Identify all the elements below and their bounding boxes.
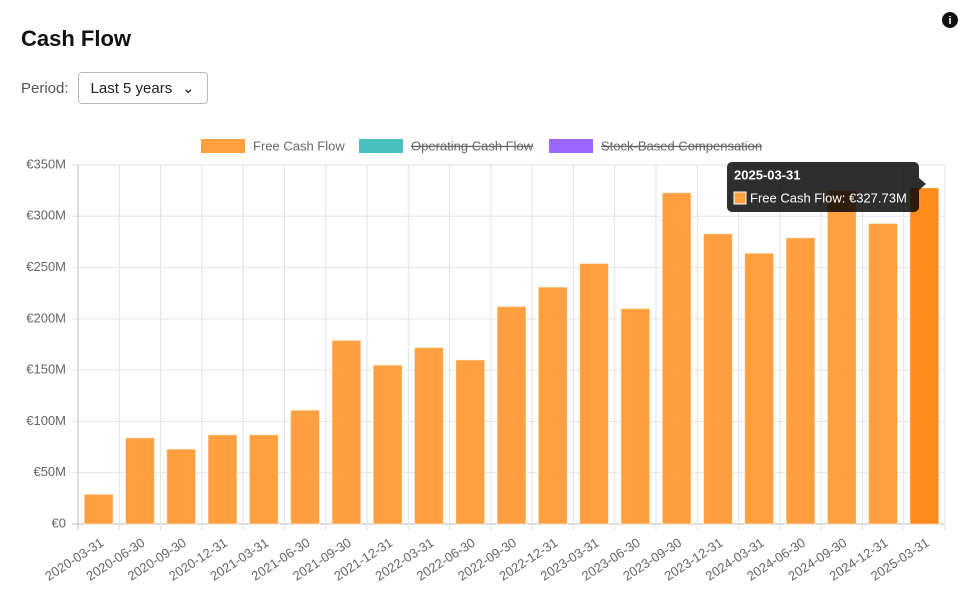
y-tick-label: €100M xyxy=(26,413,66,428)
tooltip-swatch xyxy=(733,191,747,205)
legend-label: Free Cash Flow xyxy=(253,138,345,153)
period-control: Period: Last 5 years ⌄ xyxy=(21,72,208,104)
bar xyxy=(166,448,197,525)
bar xyxy=(826,190,857,525)
y-tick-label: €200M xyxy=(26,310,66,325)
y-tick-label: €0 xyxy=(52,515,66,530)
tooltip-caret xyxy=(919,178,926,190)
info-icon[interactable] xyxy=(942,12,958,28)
tooltip-box xyxy=(727,162,919,212)
bar xyxy=(290,409,321,525)
legend-swatch xyxy=(549,139,593,153)
bar xyxy=(83,493,114,525)
y-tick-label: €250M xyxy=(26,259,66,274)
chevron: ⌄ xyxy=(181,80,195,97)
y-tick-label: €150M xyxy=(26,362,66,377)
bar xyxy=(248,434,279,525)
bar xyxy=(537,286,568,525)
bar xyxy=(744,252,775,525)
page-title: Cash Flow xyxy=(21,26,132,51)
period-select[interactable]: Last 5 years ⌄ xyxy=(77,72,208,104)
y-tick-label: €300M xyxy=(26,208,66,223)
bar xyxy=(413,347,444,525)
tooltip-title: 2025-03-31 xyxy=(734,167,801,182)
period-value: Last 5 years xyxy=(90,79,173,97)
bar xyxy=(620,308,651,525)
bar xyxy=(702,233,733,525)
bar xyxy=(455,359,486,525)
legend-label: Operating Cash Flow xyxy=(411,138,534,153)
y-tick-label: €350M xyxy=(26,156,66,171)
bar xyxy=(372,364,403,525)
bar xyxy=(785,237,816,525)
legend-swatch xyxy=(201,139,245,153)
bar xyxy=(331,339,362,525)
bar xyxy=(579,262,610,525)
legend-swatch xyxy=(359,139,403,153)
period-label: Period: xyxy=(21,79,69,97)
bar xyxy=(661,192,692,525)
y-tick-label: €50M xyxy=(33,464,66,479)
bar xyxy=(124,437,155,525)
bar xyxy=(207,434,238,525)
bar xyxy=(868,222,899,525)
tooltip-label: Free Cash Flow: €327.73M xyxy=(750,190,907,205)
legend-label: Stock-Based Compensation xyxy=(601,138,762,153)
bar xyxy=(496,306,527,525)
bar xyxy=(909,187,940,525)
info-glyph: i xyxy=(948,15,951,27)
